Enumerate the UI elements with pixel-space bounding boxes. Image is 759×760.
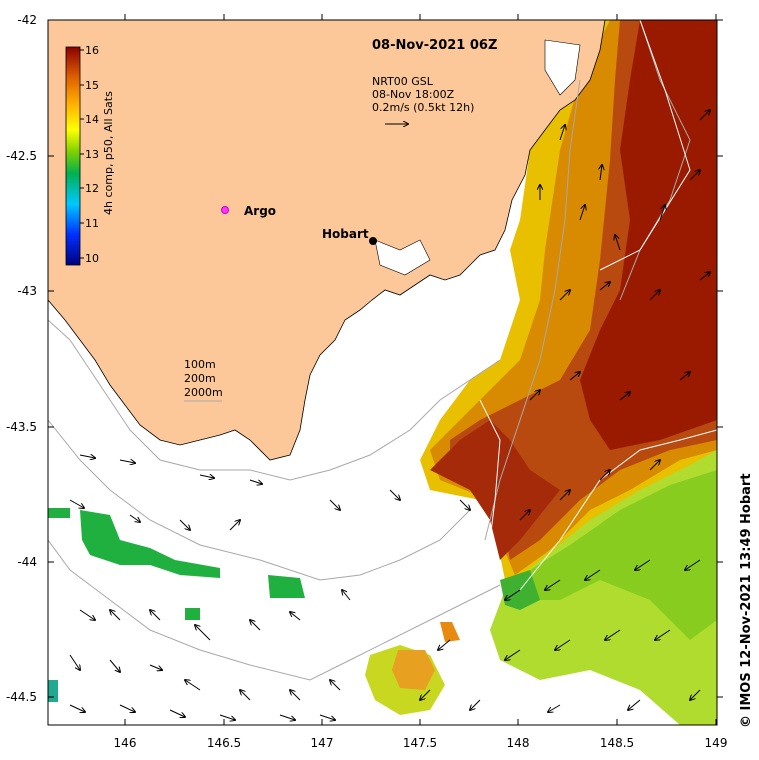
colorbar	[65, 46, 81, 266]
colorbar-tick-label: 16	[85, 44, 99, 57]
depth-legend-2000m: 2000m	[184, 386, 223, 399]
sst-warm-core-2	[430, 420, 560, 560]
current-info-line3: 0.2m/s (0.5kt 12h)	[372, 101, 474, 114]
y-tick-label: -42	[17, 13, 37, 27]
x-axis	[124, 14, 717, 725]
y-tick-label: -42.5	[6, 149, 37, 163]
depth-legend-200m: 200m	[184, 372, 216, 385]
current-info-line1: NRT00 GSL	[372, 75, 434, 88]
bathymetry-contours	[48, 20, 691, 681]
sst-west-green-1	[48, 508, 70, 518]
x-tick-label: 148.5	[600, 736, 634, 750]
colorbar-tick-label: 11	[85, 217, 99, 230]
y-axis	[48, 19, 723, 698]
argo-marker	[221, 206, 229, 214]
sst-cool-east-green	[520, 470, 717, 640]
hobart-label: Hobart	[322, 227, 369, 241]
map-title: 08-Nov-2021 06Z	[372, 38, 497, 53]
sst-west-green-4	[185, 608, 200, 620]
tasmania-land	[48, 20, 606, 461]
colorbar-tick-label: 14	[85, 113, 99, 126]
sst-south-patch-orange	[392, 650, 435, 690]
credit-text: © IMOS 12-Nov-2021 13:49 Hobart	[739, 473, 754, 728]
sst-small-orange	[440, 622, 460, 642]
colorbar-tick-label: 15	[85, 79, 99, 92]
land-inlet-2	[374, 239, 431, 276]
sst-west-green-2	[80, 510, 220, 578]
colorbar-tick-label: 13	[85, 148, 99, 161]
colorbar-ticks	[80, 49, 84, 259]
current-info-line2: 08-Nov 18:00Z	[372, 88, 455, 101]
plot-frame	[47, 19, 718, 726]
x-tick-label: 147	[311, 736, 334, 750]
y-tick-label: -44	[17, 555, 37, 569]
colorbar-title: 4h comp, p50, All Sats	[102, 91, 115, 215]
land-inlet-1	[544, 39, 581, 96]
depth-legend-100m: 100m	[184, 358, 216, 371]
x-tick-label: 146	[114, 736, 137, 750]
sst-west-green-3	[268, 575, 305, 598]
colorbar-tick-label: 12	[85, 182, 99, 195]
y-tick-label: -44.5	[6, 690, 37, 704]
hobart-marker	[369, 237, 377, 245]
sst-west-teal	[48, 680, 58, 702]
x-tick-label: 148	[507, 736, 530, 750]
argo-label: Argo	[244, 204, 276, 218]
y-tick-label: -43	[17, 284, 37, 298]
y-tick-label: -43.5	[6, 420, 37, 434]
x-tick-label: 147.5	[403, 736, 437, 750]
current-fronts	[479, 20, 717, 591]
colorbar-tick-label: 10	[85, 252, 99, 265]
x-tick-label: 149	[705, 736, 728, 750]
current-vectors	[69, 110, 710, 720]
x-tick-label: 146.5	[207, 736, 241, 750]
